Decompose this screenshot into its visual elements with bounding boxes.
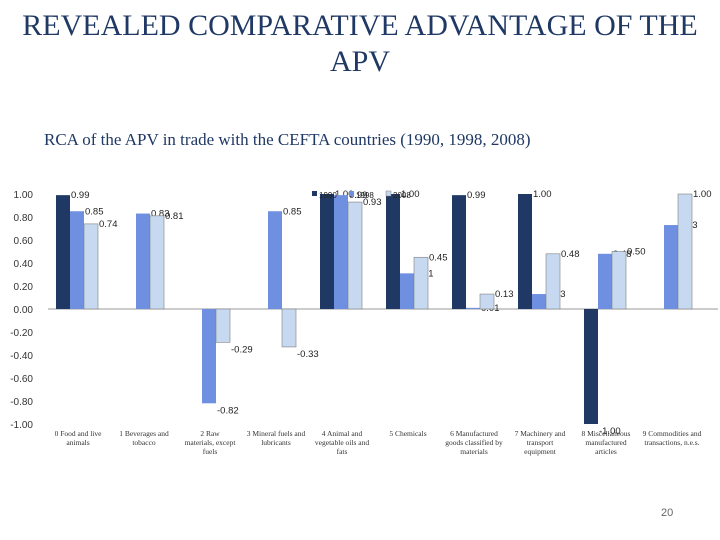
y-tick-label: 1.00 xyxy=(14,190,34,201)
y-tick-label: -0.40 xyxy=(10,351,33,362)
data-label: 1.00 xyxy=(335,189,354,200)
data-label: 0.48 xyxy=(561,249,580,260)
bar-1990-cat0 xyxy=(56,195,70,309)
data-label: 0.74 xyxy=(99,219,118,230)
legend-label-2008: 2008 xyxy=(393,191,411,200)
y-tick-label: -1.00 xyxy=(10,420,33,431)
bar-2008-cat3 xyxy=(281,308,297,348)
bar-2008-cat4 xyxy=(347,201,363,310)
bar-2008-cat6 xyxy=(479,293,495,310)
category-label: fats xyxy=(337,447,348,456)
data-label: -0.33 xyxy=(297,349,319,360)
y-tick-label: -0.80 xyxy=(10,397,33,408)
category-label: 7 Machinery and xyxy=(515,429,566,438)
category-label: transport xyxy=(527,438,555,447)
data-label: 0.93 xyxy=(363,197,382,208)
category-label: vegetable oils and xyxy=(315,438,369,447)
category-label: manufactured xyxy=(585,438,626,447)
data-label: 0.83 xyxy=(151,209,170,220)
bar-1998-cat0 xyxy=(70,211,84,309)
page-number: 20 xyxy=(661,507,674,519)
bar-1998-cat2 xyxy=(202,309,216,404)
data-label: 0.45 xyxy=(429,252,448,263)
category-label: lubricants xyxy=(261,438,291,447)
bar-1998-cat8 xyxy=(598,253,612,309)
data-label: 1.00 xyxy=(401,189,420,200)
category-label: materials xyxy=(460,447,488,456)
data-label: -0.29 xyxy=(231,344,253,355)
bar-2008-cat2 xyxy=(215,308,231,343)
category-label: 5 Chemicals xyxy=(389,429,426,438)
data-label: 0.99 xyxy=(71,190,90,201)
category-label: 8 Miscellaneous xyxy=(582,429,631,438)
category-label: goods classified by xyxy=(445,438,503,447)
bar-1990-cat6 xyxy=(452,195,466,309)
legend-label-1990: 1990 xyxy=(319,191,337,200)
category-label: materials, except xyxy=(185,438,237,447)
bar-1998-cat3 xyxy=(268,211,282,309)
data-label: 1.00 xyxy=(533,189,552,200)
category-label: articles xyxy=(595,447,617,456)
data-label: 0.81 xyxy=(165,211,184,222)
category-label: 6 Manufactured xyxy=(450,429,498,438)
y-tick-label: 0.20 xyxy=(14,282,34,293)
bar-1990-cat4 xyxy=(320,194,334,309)
category-label: 2 Raw xyxy=(200,429,220,438)
bar-1998-cat7 xyxy=(532,294,546,309)
bar-2008-cat5 xyxy=(413,256,429,310)
data-label: 0.99 xyxy=(467,190,486,201)
chart-title: RCA of the APV in trade with the CEFTA c… xyxy=(44,130,531,149)
bar-2008-cat9 xyxy=(677,193,693,310)
legend-label-1998: 1998 xyxy=(356,191,374,200)
legend-swatch-1990 xyxy=(312,191,317,196)
category-label: 1 Beverages and xyxy=(119,429,169,438)
bar-1990-cat5 xyxy=(386,194,400,309)
category-label: 4 Animal and xyxy=(322,429,363,438)
bar-1998-cat9 xyxy=(664,225,678,309)
bar-2008-cat8 xyxy=(611,251,627,310)
category-label: tobacco xyxy=(132,438,156,447)
bar-2008-cat0 xyxy=(83,223,99,310)
y-tick-label: 0.40 xyxy=(14,259,34,270)
data-label: 1.00 xyxy=(693,189,712,200)
y-tick-label: 0.80 xyxy=(14,213,34,224)
data-label: -1.00 xyxy=(599,426,621,437)
y-tick-label: 0.60 xyxy=(14,236,34,247)
bar-1998-cat6 xyxy=(466,307,480,309)
bar-2008-cat1 xyxy=(149,215,165,310)
slide-title: REVEALED COMPARATIVE ADVANTAGE OF THE AP… xyxy=(22,9,698,78)
category-label: transactions, n.e.s. xyxy=(644,438,699,447)
y-tick-label: 0.00 xyxy=(14,305,34,316)
category-label: 3 Mineral fuels and xyxy=(247,429,306,438)
y-tick-label: -0.60 xyxy=(10,374,33,385)
bar-1998-cat1 xyxy=(136,213,150,309)
data-label: 0.85 xyxy=(85,206,104,217)
rca-bar-chart: 1.00 0.80 0.60 0.40 0.20 0.00 -0.20 -0.40 -0.60 -… xyxy=(10,189,718,456)
bar-1998-cat4 xyxy=(334,195,348,309)
data-label: 0.13 xyxy=(495,289,514,300)
data-label: 0.99 xyxy=(349,190,368,201)
category-label: fuels xyxy=(203,447,218,456)
category-label: 9 Commodities and xyxy=(643,429,702,438)
legend-swatch-2008 xyxy=(385,190,392,197)
category-label: 0 Food and live xyxy=(55,429,103,438)
bar-2008-cat7 xyxy=(545,253,561,310)
category-label: equipment xyxy=(524,447,557,456)
legend-swatch-1998 xyxy=(349,191,354,196)
data-label: 0.85 xyxy=(283,206,302,217)
y-tick-label: -0.20 xyxy=(10,328,33,339)
data-label: -0.82 xyxy=(217,405,239,416)
bar-1990-cat7 xyxy=(518,194,532,309)
bar-1998-cat5 xyxy=(400,273,414,309)
bar-1990-cat8 xyxy=(584,309,598,424)
category-label: animals xyxy=(66,438,89,447)
data-label: 0.50 xyxy=(627,247,646,258)
